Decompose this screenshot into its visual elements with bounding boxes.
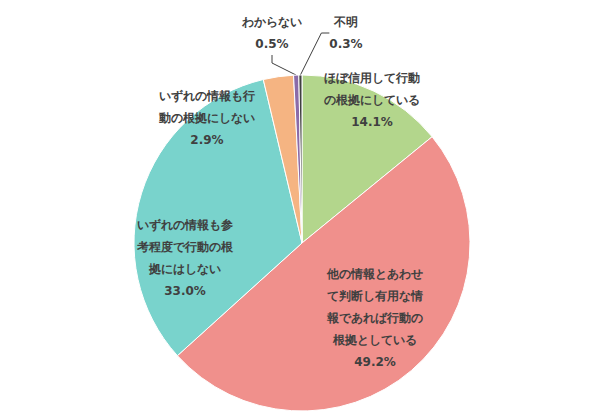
svg-text:いずれの情報も行: いずれの情報も行 [159, 89, 255, 103]
svg-text:14.1%: 14.1% [351, 115, 393, 129]
svg-text:ほぼ信用して行動: ほぼ信用して行動 [324, 71, 420, 85]
svg-text:0.3%: 0.3% [329, 37, 362, 51]
svg-text:考程度で行動の根: 考程度で行動の根 [136, 240, 234, 254]
svg-text:て判断し有用な情: て判断し有用な情 [327, 289, 423, 303]
svg-text:わからない: わからない [241, 15, 302, 29]
svg-text:不明: 不明 [333, 15, 358, 29]
svg-text:他の情報とあわせ: 他の情報とあわせ [326, 267, 423, 281]
svg-text:の根拠にしている: の根拠にしている [324, 93, 420, 107]
svg-text:報であれば行動の: 報であれば行動の [326, 311, 423, 325]
svg-text:拠にはしない: 拠にはしない [148, 262, 221, 276]
svg-text:いずれの情報も参: いずれの情報も参 [137, 218, 233, 232]
svg-text:0.5%: 0.5% [255, 37, 288, 51]
svg-text:動の根拠にしない: 動の根拠にしない [158, 111, 255, 125]
svg-text:2.9%: 2.9% [190, 133, 223, 147]
svg-text:33.0%: 33.0% [164, 284, 206, 298]
svg-text:根拠としている: 根拠としている [332, 333, 417, 347]
svg-text:49.2%: 49.2% [354, 355, 396, 369]
